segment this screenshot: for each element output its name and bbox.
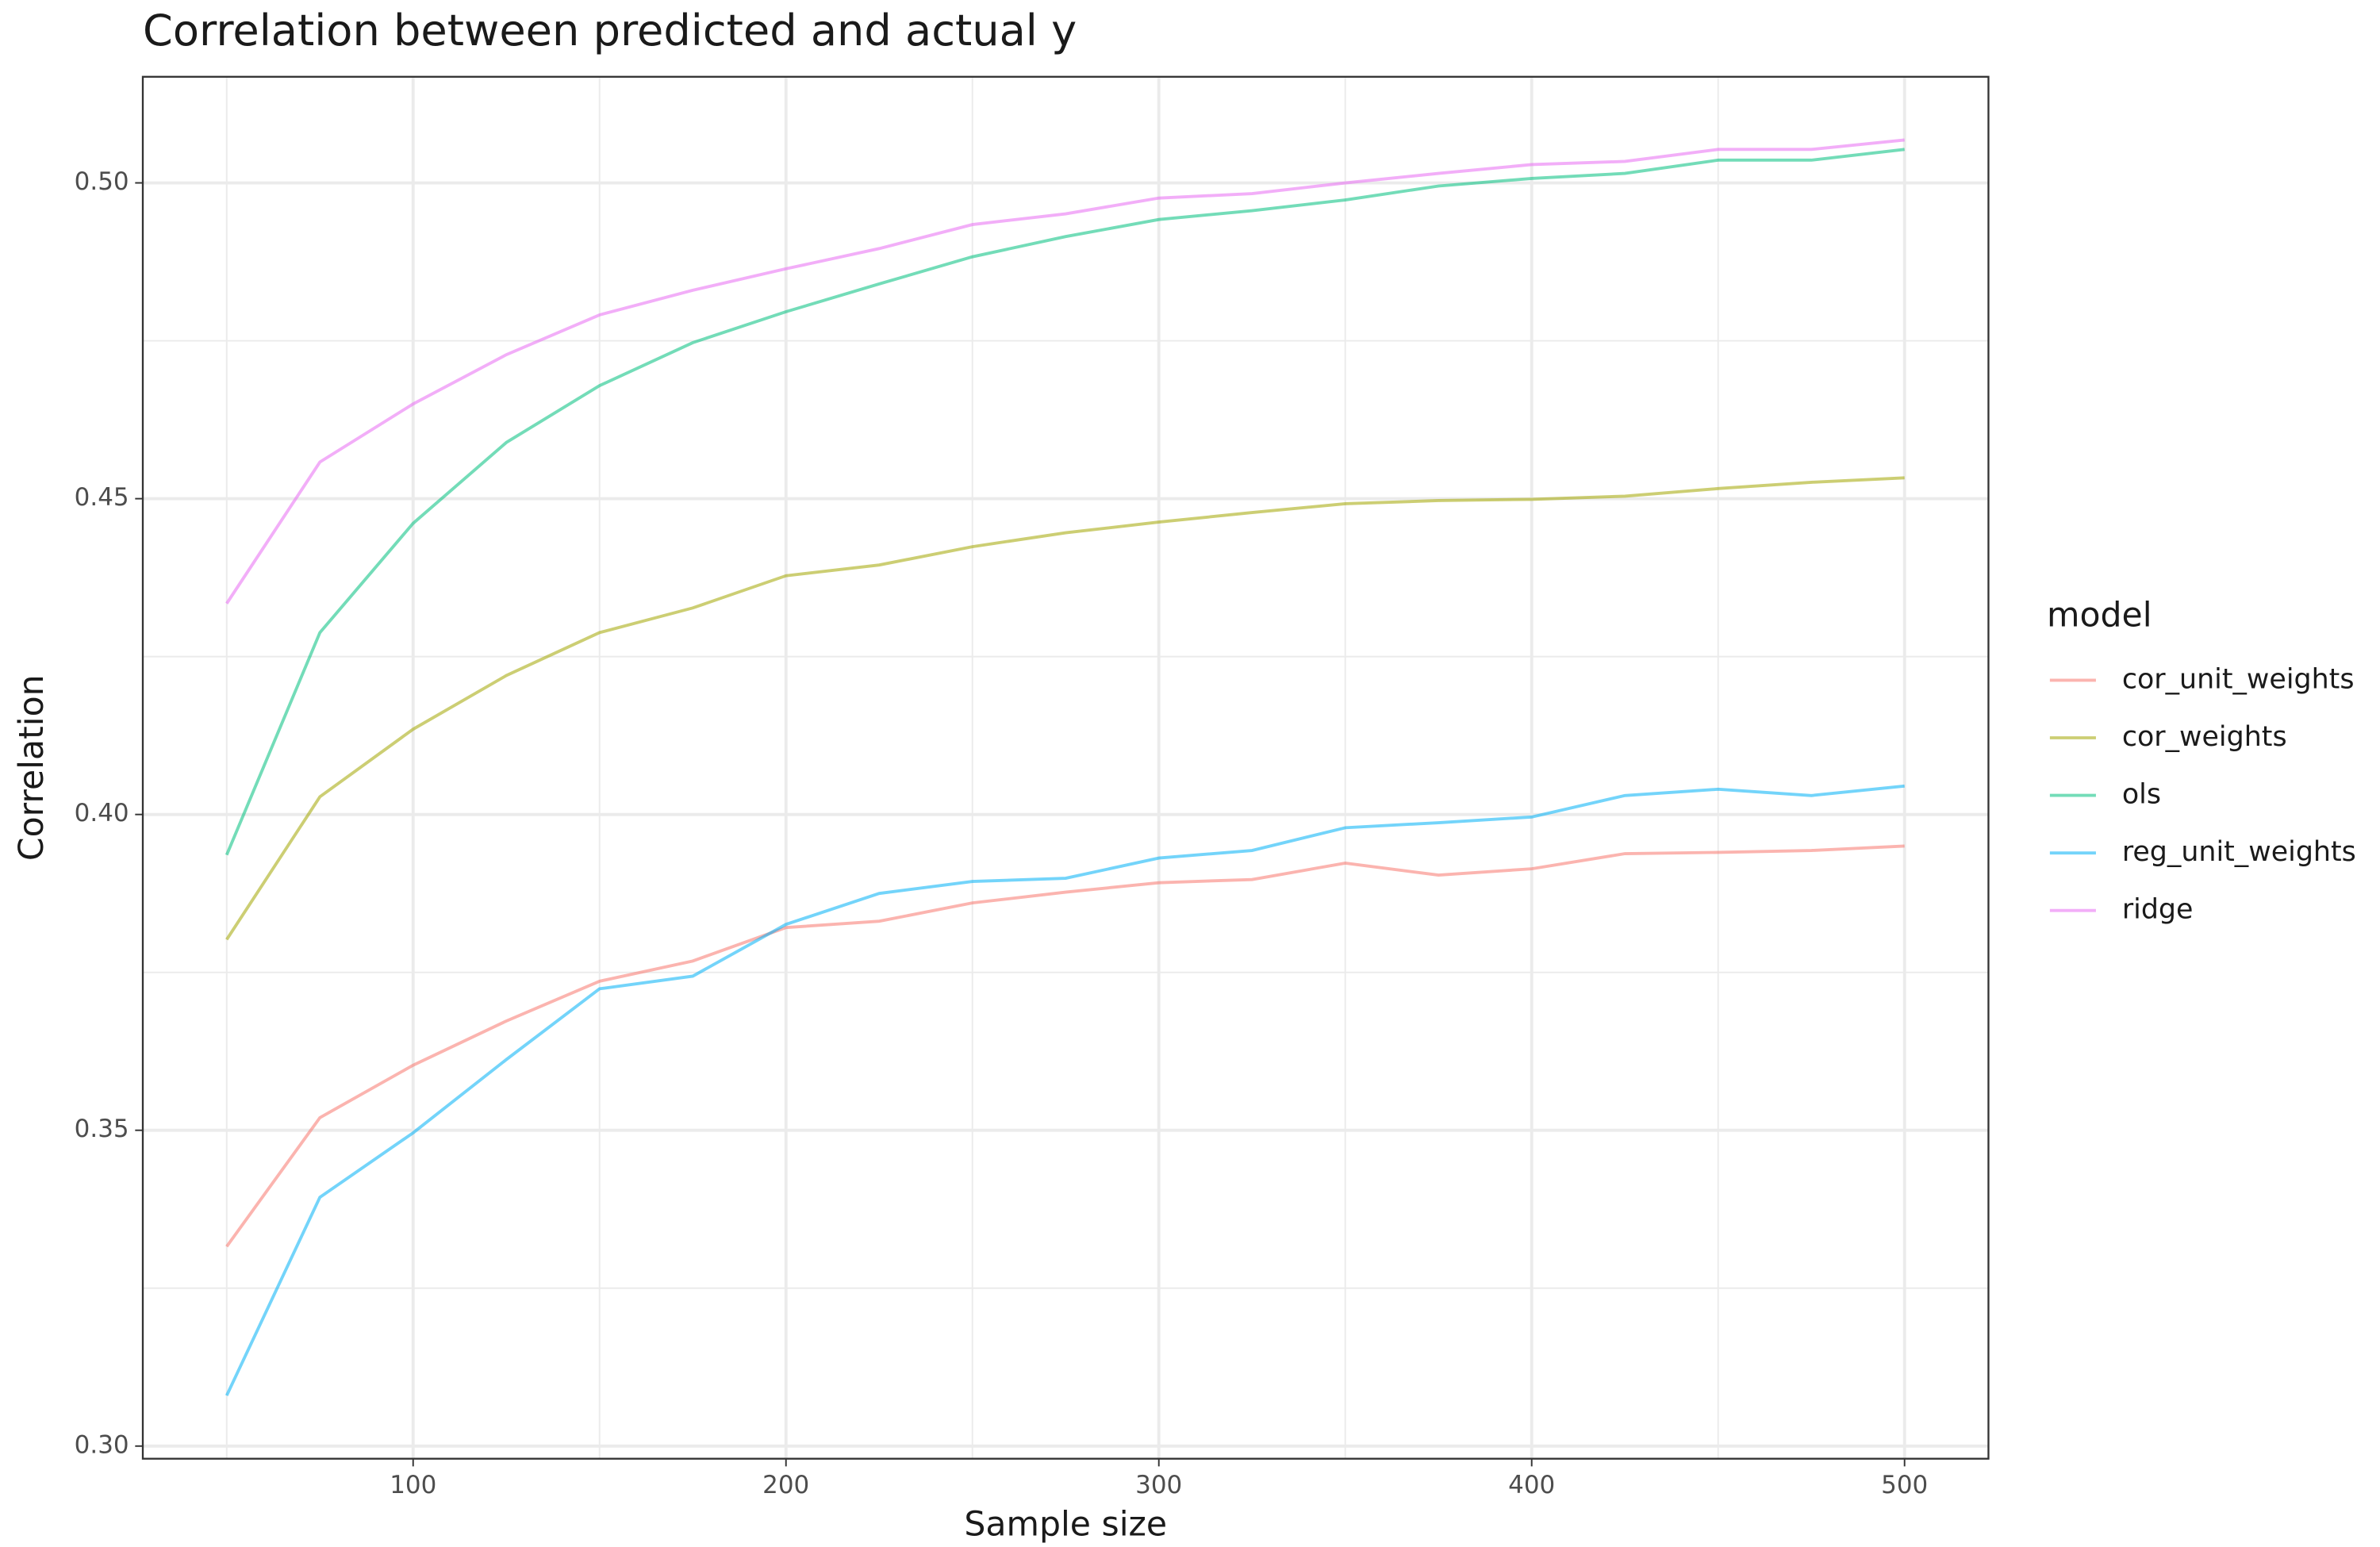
series-line xyxy=(225,138,1905,605)
x-tick-label: 300 xyxy=(1135,1471,1182,1499)
y-tick-label: 0.45 xyxy=(75,483,129,512)
legend-label: ols xyxy=(2122,779,2161,811)
y-axis-title: Correlation xyxy=(12,674,52,861)
legend-label: ridge xyxy=(2122,894,2194,926)
y-tick-label: 0.35 xyxy=(75,1115,129,1143)
x-tick-label: 100 xyxy=(390,1471,436,1499)
legend-label: reg_unit_weights xyxy=(2122,836,2356,868)
x-tick-label: 200 xyxy=(762,1471,809,1499)
series-line xyxy=(225,784,1905,1396)
series-line xyxy=(225,148,1905,856)
series-line xyxy=(225,476,1905,941)
y-tick-label: 0.30 xyxy=(75,1430,129,1459)
y-tick-label: 0.40 xyxy=(75,799,129,827)
panel-border xyxy=(141,75,1990,1460)
y-tick-label: 0.50 xyxy=(75,167,129,196)
x-axis-title: Sample size xyxy=(964,1504,1167,1544)
legend-title: model xyxy=(2047,596,2152,635)
legend-label: cor_weights xyxy=(2122,721,2287,753)
x-tick-label: 400 xyxy=(1508,1471,1555,1499)
chart-title: Correlation between predicted and actual… xyxy=(143,6,1077,56)
series-line xyxy=(225,844,1905,1248)
legend-label: cor_unit_weights xyxy=(2122,663,2355,695)
x-tick-label: 500 xyxy=(1881,1471,1928,1499)
